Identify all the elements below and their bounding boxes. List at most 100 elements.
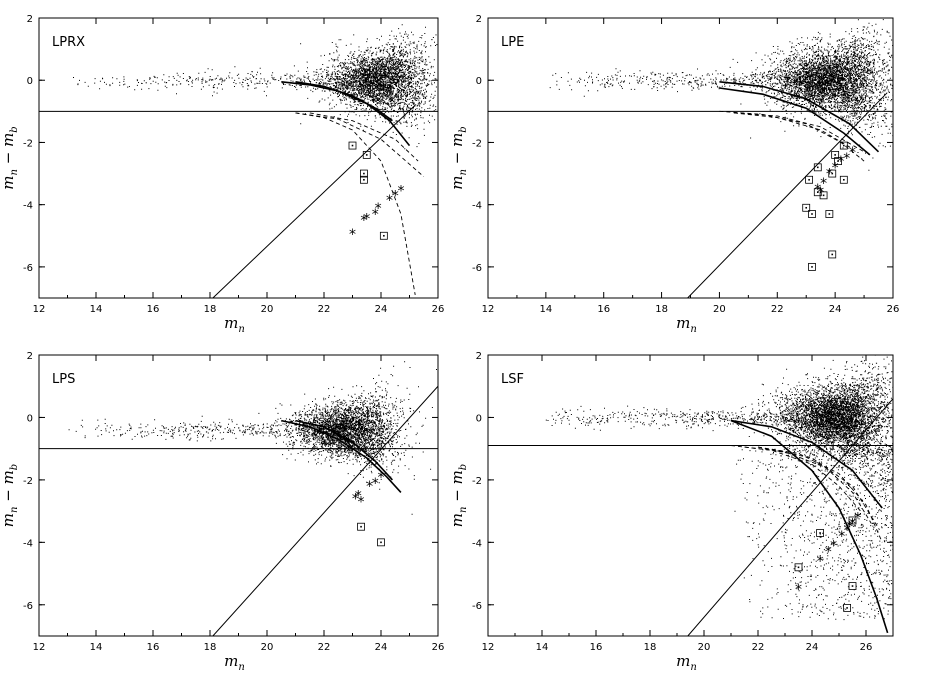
square-point-dot — [831, 172, 834, 175]
asterisk-point: * — [826, 167, 833, 183]
x-tick-label: 14 — [90, 642, 103, 653]
x-tick-label: 24 — [806, 642, 819, 653]
plot-area: ****** — [39, 361, 438, 636]
solid-curve — [730, 419, 883, 509]
dashed-curve — [733, 112, 853, 150]
data-cloud — [73, 24, 438, 150]
square-point-dot — [811, 266, 813, 268]
asterisk-point: * — [358, 495, 365, 511]
x-tick-label: 20 — [261, 642, 274, 653]
panel-lpe: ********12 14 16 18 20 22 24 2620-2-4-6LPEmnmn … — [448, 14, 900, 335]
diagonal-line — [212, 104, 416, 298]
square-point-dot — [816, 191, 819, 194]
square-point-dot — [363, 178, 365, 181]
asterisk-point: * — [832, 160, 839, 176]
panel-lprx: *** ** ***12 14 16 18 20 22 24 2620-2-4-6LPRXmnmn… — [0, 14, 445, 335]
y-tick-label: 0 — [476, 413, 482, 424]
square-point-dot — [834, 154, 836, 156]
asterisk-point: * — [846, 520, 853, 536]
square-point-dot — [360, 525, 362, 528]
x-tick-label: 20 — [698, 642, 711, 653]
square-point-dot — [365, 154, 368, 156]
plot-area: ******** — [488, 19, 893, 298]
x-tick-label: 12 — [33, 304, 46, 315]
solid-curve — [295, 81, 393, 122]
square-point — [819, 191, 828, 200]
dashed-curve — [733, 112, 865, 153]
y-tick-label: 0 — [27, 413, 33, 424]
square-point — [805, 175, 814, 184]
dashed-curve — [757, 446, 883, 543]
square-point — [359, 175, 368, 184]
square-point-dot — [846, 607, 848, 609]
y-tick-label: -4 — [23, 201, 33, 212]
square-point-dot — [851, 585, 854, 587]
asterisk-point: * — [817, 185, 824, 201]
dashed-curve — [295, 112, 425, 178]
asterisk-point: * — [817, 554, 824, 570]
data-cloud — [545, 355, 893, 621]
dashed-curve — [757, 446, 880, 531]
x-tick-label: 18 — [655, 304, 668, 315]
y-tick-label: 0 — [27, 76, 33, 87]
asterisk-point: * — [830, 538, 837, 554]
plot-frame — [38, 17, 439, 299]
dashed-curve — [719, 110, 865, 162]
square-point — [379, 231, 388, 240]
square-point — [828, 169, 837, 178]
x-tick-label: 12 — [482, 642, 495, 653]
square-point-dot — [380, 541, 382, 544]
asterisk-point: * — [814, 182, 821, 198]
x-tick-label: 24 — [829, 304, 842, 315]
y-tick-label: 2 — [27, 351, 33, 362]
asterisk-point: * — [349, 227, 356, 243]
x-tick-label: 16 — [597, 304, 610, 315]
data-cloud — [68, 361, 437, 515]
asterisk-point: * — [397, 184, 404, 200]
asterisk-point: * — [849, 517, 856, 533]
square-point-dot — [822, 194, 825, 197]
x-tick-label: 26 — [432, 304, 445, 315]
asterisk-point: * — [837, 154, 844, 170]
plot-frame — [487, 354, 894, 637]
y-tick-label: -4 — [472, 201, 482, 212]
y-tick-label: -4 — [472, 538, 482, 549]
x-tick-label: 14 — [90, 304, 103, 315]
x-tick-label: 18 — [204, 304, 217, 315]
asterisk-point: * — [795, 582, 802, 598]
square-point — [808, 262, 816, 271]
y-tick-label: -6 — [23, 601, 33, 612]
asterisk-point: * — [386, 193, 393, 209]
y-tick-label: -2 — [23, 476, 33, 487]
plot-frame — [38, 354, 439, 637]
x-tick-label: 22 — [318, 304, 331, 315]
asterisk-point: * — [838, 529, 845, 545]
square-point — [794, 563, 803, 572]
x-tick-label: 22 — [752, 642, 765, 653]
asterisk-point: * — [854, 510, 861, 526]
x-tick-label: 24 — [375, 304, 388, 315]
square-point — [848, 582, 857, 590]
panel-title: LPRX — [52, 35, 85, 50]
x-tick-label: 26 — [887, 304, 900, 315]
square-point — [816, 529, 824, 537]
y-axis-label: mn − mb — [0, 126, 20, 189]
square-point-dot — [363, 172, 365, 175]
square-point-dot — [383, 234, 385, 237]
y-tick-label: -6 — [472, 601, 482, 612]
square-point — [831, 150, 840, 159]
y-tick-label: -4 — [23, 538, 33, 549]
dashed-curve — [295, 112, 416, 295]
square-point-dot — [843, 178, 845, 181]
asterisk-point: * — [849, 145, 856, 161]
y-tick-label: 2 — [27, 14, 33, 25]
square-point — [848, 516, 857, 525]
solid-curve — [719, 81, 880, 153]
x-tick-label: 16 — [590, 642, 603, 653]
y-tick-label: -6 — [23, 263, 33, 274]
square-point-dot — [837, 160, 839, 162]
square-point-dot — [808, 178, 810, 181]
square-point — [839, 175, 848, 184]
x-tick-label: 22 — [318, 642, 331, 653]
x-axis-label: mn — [676, 314, 697, 335]
